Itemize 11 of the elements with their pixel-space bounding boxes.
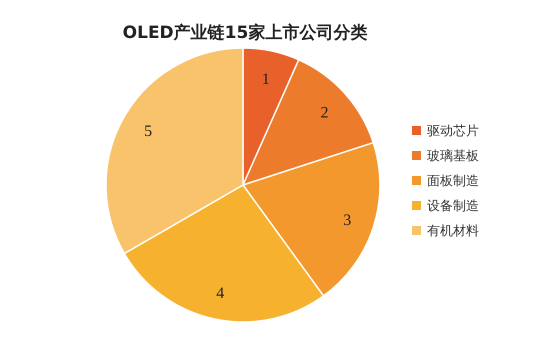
data-label: 4 — [216, 285, 224, 302]
legend-label: 面板制造 — [427, 174, 479, 189]
data-label: 1 — [262, 70, 270, 88]
legend-label: 驱动芯片 — [427, 124, 479, 139]
legend-label: 设备制造 — [427, 199, 479, 214]
legend-label: 有机材料 — [427, 224, 479, 239]
chart-title: OLED产业链15家上市公司分类 — [122, 23, 368, 43]
data-label: 3 — [343, 212, 352, 229]
data-label: 5 — [144, 123, 152, 140]
legend-label: 玻璃基板 — [427, 149, 479, 164]
data-label: 2 — [320, 104, 328, 122]
